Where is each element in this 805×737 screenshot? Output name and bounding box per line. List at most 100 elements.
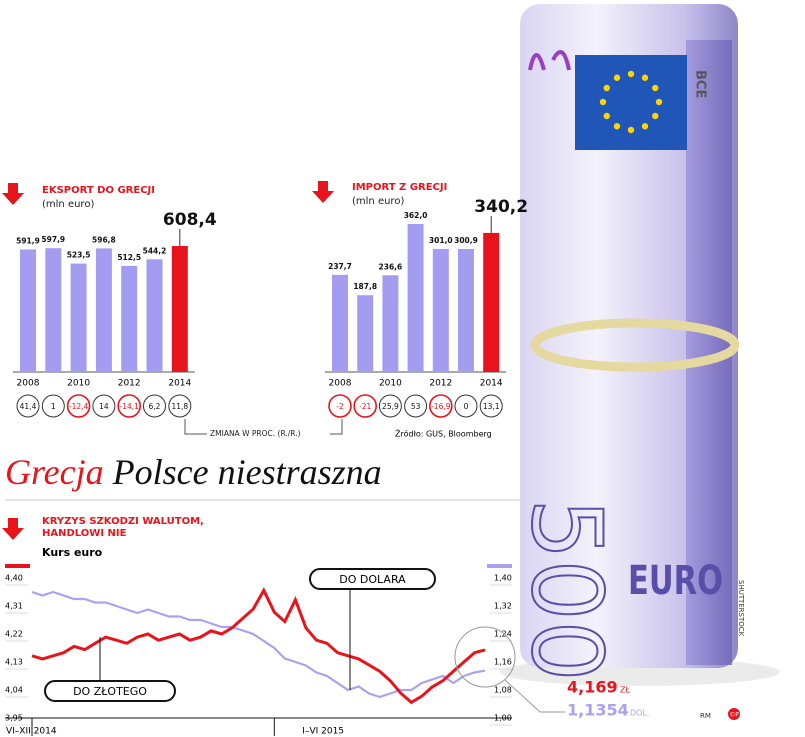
- change-label: -16,9: [431, 402, 451, 411]
- value-label: 362,0: [404, 211, 428, 220]
- star: [627, 126, 635, 134]
- star: [641, 74, 649, 81]
- arrow-icon: [312, 181, 334, 203]
- legend-label: DO ZŁOTEGO: [73, 685, 147, 698]
- bar: [483, 232, 500, 372]
- change-label: 14: [99, 402, 109, 411]
- chart-subtitle: (mln euro): [42, 199, 94, 210]
- connector: [184, 419, 343, 435]
- change-label: 53: [411, 402, 421, 411]
- value-label: 301,0: [429, 236, 453, 245]
- star: [613, 74, 621, 81]
- change-label: 0: [464, 402, 469, 411]
- bar: [432, 248, 449, 372]
- x-tick-label: 2008: [17, 379, 40, 389]
- end-unit: ZŁ: [620, 686, 630, 695]
- footer-credit: RM: [700, 712, 711, 720]
- bar: [357, 295, 374, 372]
- value-label: 597,9: [41, 235, 65, 244]
- value-label: 512,5: [117, 253, 141, 262]
- value-label: 523,5: [67, 251, 91, 260]
- callout-box: [309, 568, 436, 590]
- change-label: 25,9: [382, 402, 399, 411]
- bar: [20, 249, 36, 372]
- x-tick-label: 2010: [379, 379, 402, 389]
- value-label: 187,8: [353, 282, 377, 291]
- chart-subtitle: Kurs euro: [42, 546, 103, 559]
- x-tick-label: 2008: [329, 379, 352, 389]
- arrow-icon: [2, 183, 24, 205]
- x-tick-label: I–VI 2015: [302, 727, 344, 737]
- change-marker: [378, 394, 402, 418]
- y2-tick-label: 1,16: [494, 658, 512, 667]
- change-marker: [92, 394, 116, 418]
- change-label: 1: [51, 402, 56, 411]
- headline-part: Grecja: [5, 452, 104, 492]
- change-marker: [168, 394, 192, 418]
- x-tick-label: 2012: [118, 379, 141, 389]
- callout-box: [44, 680, 176, 702]
- value-label: 340,2: [474, 197, 528, 217]
- change-note: ZMIANA W PROC. (R./R.): [210, 429, 301, 438]
- change-marker: [428, 394, 453, 418]
- y-tick-label: 3,95: [5, 714, 23, 723]
- x-tick-label: 2014: [168, 379, 191, 389]
- bar: [458, 248, 474, 372]
- change-marker: [353, 394, 378, 418]
- change-marker: [16, 394, 40, 418]
- x-tick-label: 2010: [67, 379, 90, 389]
- change-label: 11,8: [171, 402, 188, 411]
- star: [641, 123, 649, 130]
- change-label: -14,1: [119, 402, 139, 411]
- y-tick-label: 4,31: [5, 602, 23, 611]
- y-tick-label: 4,04: [5, 686, 23, 695]
- change-marker: [66, 394, 91, 418]
- bar: [70, 263, 87, 372]
- change-label: 6,2: [149, 402, 161, 411]
- value-label: 596,8: [92, 235, 116, 244]
- chart-title: IMPORT Z GRECJI: [352, 182, 447, 193]
- line-title: KRYZYS SZKODZI WALUTOM, HANDLOWI NIE: [42, 516, 204, 539]
- bar: [171, 246, 188, 372]
- end-unit: DOL.: [630, 709, 649, 718]
- y-tick-label: 4,13: [5, 658, 23, 667]
- star: [603, 84, 610, 92]
- value-label: 300,9: [454, 236, 478, 245]
- y2-tick-label: 1,40: [494, 574, 512, 583]
- star: [652, 84, 659, 92]
- line: [31, 587, 486, 705]
- headline: Grecja Polsce niestraszna: [5, 452, 382, 492]
- magnifier: [454, 626, 516, 688]
- logo-text: ©P: [729, 712, 739, 719]
- bar: [95, 248, 112, 372]
- y2-tick-label: 1,24: [494, 630, 512, 639]
- line: [31, 590, 486, 699]
- change-marker: [41, 394, 65, 418]
- star: [599, 98, 607, 106]
- x-tick-label: 2012: [429, 379, 452, 389]
- logo: [728, 708, 740, 720]
- change-label: 41,4: [20, 402, 37, 411]
- bar: [121, 265, 138, 372]
- photo-text: 500: [511, 498, 623, 681]
- value-label: 237,7: [328, 262, 352, 271]
- photo-text: BCE: [693, 70, 708, 98]
- change-marker: [117, 394, 141, 418]
- value-label: 236,6: [379, 262, 403, 271]
- change-label: 13,1: [483, 402, 500, 411]
- y2-tick-label: 1,08: [494, 686, 512, 695]
- end-value: 4,169: [567, 678, 618, 697]
- photo: BCE 500 EURO SHUTTERSTOCK: [500, 4, 780, 686]
- bar: [45, 248, 62, 372]
- change-label: -21: [359, 402, 371, 411]
- star: [613, 123, 621, 130]
- photo-credit: SHUTTERSTOCK: [737, 580, 745, 637]
- photo-text: EURO: [628, 558, 723, 604]
- chart-subtitle: (mln euro): [352, 196, 404, 207]
- chart-title: EKSPORT DO GRECJI: [42, 185, 155, 196]
- change-marker: [143, 394, 166, 418]
- change-marker: [454, 394, 478, 418]
- callout-line: [504, 679, 565, 713]
